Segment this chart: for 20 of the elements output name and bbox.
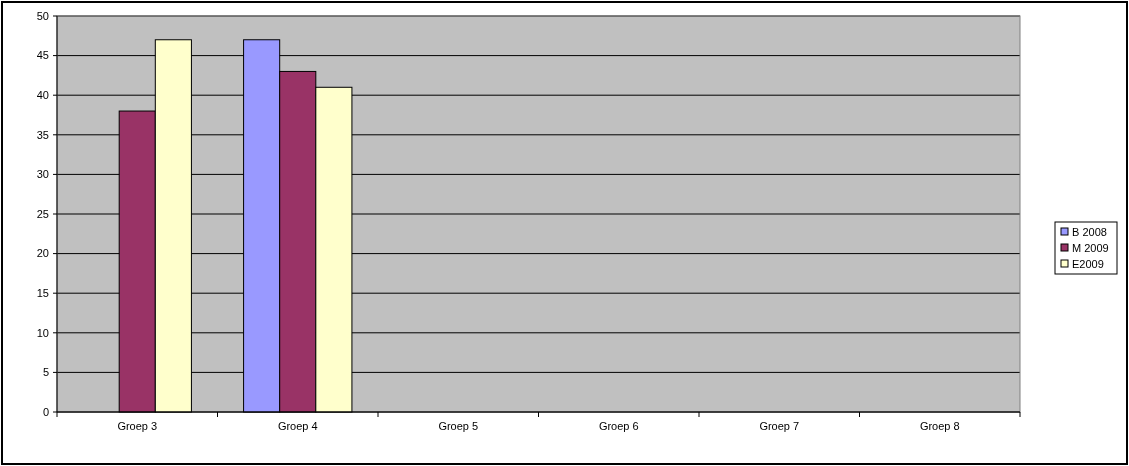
legend-label: B 2008: [1072, 225, 1107, 238]
x-tick-label: Groep 5: [438, 420, 479, 432]
y-tick-label: 5: [42, 366, 49, 379]
y-tick-label: 45: [36, 49, 49, 62]
y-tick-label: 40: [36, 89, 49, 102]
x-tick-label: Groep 4: [277, 420, 318, 432]
y-tick-label: 10: [36, 326, 49, 339]
y-tick-label: 0: [42, 405, 49, 418]
legend-label: M 2009: [1072, 241, 1109, 254]
y-tick-label: 20: [36, 247, 49, 260]
x-tick-label: Groep 3: [117, 420, 158, 432]
x-tick-label: Groep 6: [598, 420, 639, 432]
y-tick-label: 15: [36, 287, 49, 300]
y-tick-label: 50: [36, 9, 49, 22]
y-tick-label: 25: [36, 207, 49, 220]
x-tick-label: Groep 7: [759, 420, 800, 432]
legend-label: E2009: [1072, 257, 1104, 270]
y-tick-label: 35: [36, 128, 49, 141]
y-tick-label: 30: [36, 168, 49, 181]
x-tick-label: Groep 8: [919, 420, 960, 432]
